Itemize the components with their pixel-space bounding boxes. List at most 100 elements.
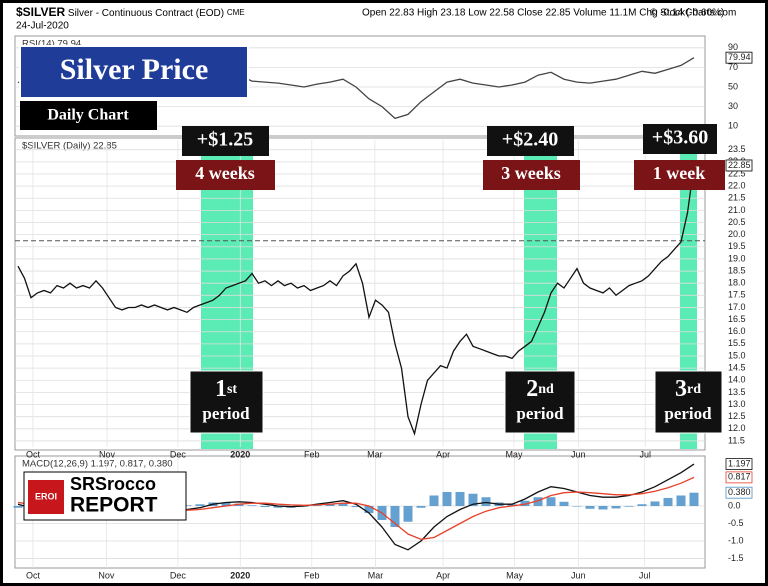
- subtitle: Daily Chart: [47, 107, 129, 124]
- histogram-bar: [312, 505, 322, 506]
- x-tick-label: Dec: [170, 449, 187, 459]
- histogram-bar: [507, 504, 517, 506]
- histogram-bar: [637, 504, 647, 506]
- header-line: $SILVER Silver - Continuous Contract (EO…: [16, 5, 245, 19]
- x-tick-label: May: [505, 449, 523, 459]
- suffix: nd: [538, 382, 554, 397]
- gain-duration: 1 week: [653, 163, 706, 183]
- period-box: [654, 370, 723, 434]
- histogram-bar: [598, 505, 608, 510]
- histogram-bar: [260, 505, 270, 508]
- period-word: period: [664, 404, 712, 423]
- gain-box: [182, 126, 269, 156]
- y-tick-label: 90: [728, 42, 738, 52]
- histogram-bar: [221, 502, 231, 506]
- duration-box: [634, 160, 725, 190]
- x-tick-label: Feb: [304, 570, 320, 580]
- histogram-bar: [195, 504, 205, 506]
- y-tick-label: 13.5: [728, 387, 746, 397]
- y-tick-label: 70: [728, 62, 738, 72]
- gain-box: [487, 126, 574, 156]
- ordinal: 1: [215, 376, 227, 402]
- y-tick-label: -1.5: [728, 553, 744, 563]
- copyright: © StockCharts.com: [650, 8, 736, 19]
- y-tick-label: 30: [728, 101, 738, 111]
- histogram-bar: [663, 497, 673, 506]
- histogram-bar: [13, 505, 23, 508]
- histogram-bar: [572, 505, 582, 507]
- x-tick-label: Oct: [26, 570, 41, 580]
- histogram-bar: [650, 501, 660, 506]
- histogram-bar: [689, 492, 699, 506]
- y-tick-label: 20.5: [728, 217, 746, 227]
- quote: Open 22.83 High 23.18 Low 22.58 Close 22…: [362, 8, 724, 19]
- histogram-bar: [611, 505, 621, 509]
- histogram-bar: [273, 505, 283, 508]
- x-tick-label: Jul: [639, 570, 651, 580]
- y-tick-label: 19.0: [728, 253, 746, 263]
- histogram-bar: [338, 503, 348, 506]
- last-value-label: 0.380: [728, 487, 751, 497]
- duration-box: [483, 160, 580, 190]
- y-tick-label: 23.5: [728, 144, 746, 154]
- y-tick-label: 19.5: [728, 241, 746, 251]
- last-value-box: [725, 486, 753, 499]
- period-box: [504, 370, 576, 434]
- period-word: period: [202, 404, 250, 423]
- last-value-label: 22.85: [728, 160, 751, 170]
- histogram-bar: [403, 505, 413, 522]
- line: [17, 165, 695, 436]
- last-value-box: [725, 51, 753, 64]
- histogram-bar: [364, 505, 374, 513]
- x-tick-label: Jun: [571, 449, 586, 459]
- y-tick-label: 12.5: [728, 411, 746, 421]
- x-tick-label: Mar: [367, 449, 383, 459]
- last-value-box: [725, 458, 753, 470]
- logo-badge: [28, 480, 64, 514]
- x-tick-label: 2020: [230, 449, 250, 459]
- x-tick-label: Feb: [304, 449, 320, 459]
- panel-label: MACD(12,26,9) 1.197, 0.817, 0.380: [22, 459, 173, 470]
- logo-badge-text: EROI: [35, 491, 57, 501]
- x-tick-label: Apr: [436, 570, 450, 580]
- y-tick-label: 15.0: [728, 350, 746, 360]
- y-tick-label: 22.0: [728, 180, 746, 190]
- histogram-bar: [624, 505, 634, 507]
- x-tick-label: Jun: [571, 570, 586, 580]
- x-tick-label: Jul: [639, 449, 651, 459]
- histogram-bar: [247, 505, 257, 506]
- histogram-bar: [455, 491, 465, 506]
- last-value-label: 1.197: [728, 458, 751, 468]
- gain-duration: 3 weeks: [501, 163, 561, 183]
- y-tick-label: 11.5: [728, 435, 745, 445]
- x-tick-label: 2020: [230, 570, 250, 580]
- subtitle-box: [20, 101, 157, 130]
- y-tick-label: 15.5: [728, 338, 746, 348]
- y-tick-label: 21.0: [728, 205, 746, 215]
- gain-amount: +$2.40: [502, 129, 558, 151]
- title-box: [19, 45, 249, 99]
- histogram-bar: [520, 500, 530, 506]
- histogram-bar: [390, 505, 400, 528]
- histogram-bar: [546, 497, 556, 506]
- x-tick-label: May: [506, 570, 524, 580]
- panel-label: $SILVER (Daily) 22.85: [22, 141, 117, 152]
- suffix: rd: [687, 382, 701, 397]
- last-value-label: 79.94: [728, 52, 751, 62]
- histogram-bar: [559, 501, 569, 506]
- y-tick-label: 10: [728, 121, 738, 131]
- histogram-bar: [442, 491, 452, 506]
- y-tick-label: 16.5: [728, 314, 746, 324]
- histogram-bar: [429, 495, 439, 506]
- x-tick-label: Mar: [368, 570, 384, 580]
- histogram-bar: [182, 505, 192, 506]
- y-tick-label: 16.0: [728, 326, 746, 336]
- y-tick-label: 22.5: [728, 168, 746, 178]
- y-tick-label: 50: [728, 81, 738, 91]
- x-tick-label: Nov: [99, 449, 116, 459]
- y-tick-label: -0.5: [728, 518, 744, 528]
- duration-box: [176, 160, 275, 190]
- histogram-bar: [351, 505, 361, 508]
- title: Silver Price: [60, 53, 209, 86]
- y-tick-label: 17.5: [728, 290, 746, 300]
